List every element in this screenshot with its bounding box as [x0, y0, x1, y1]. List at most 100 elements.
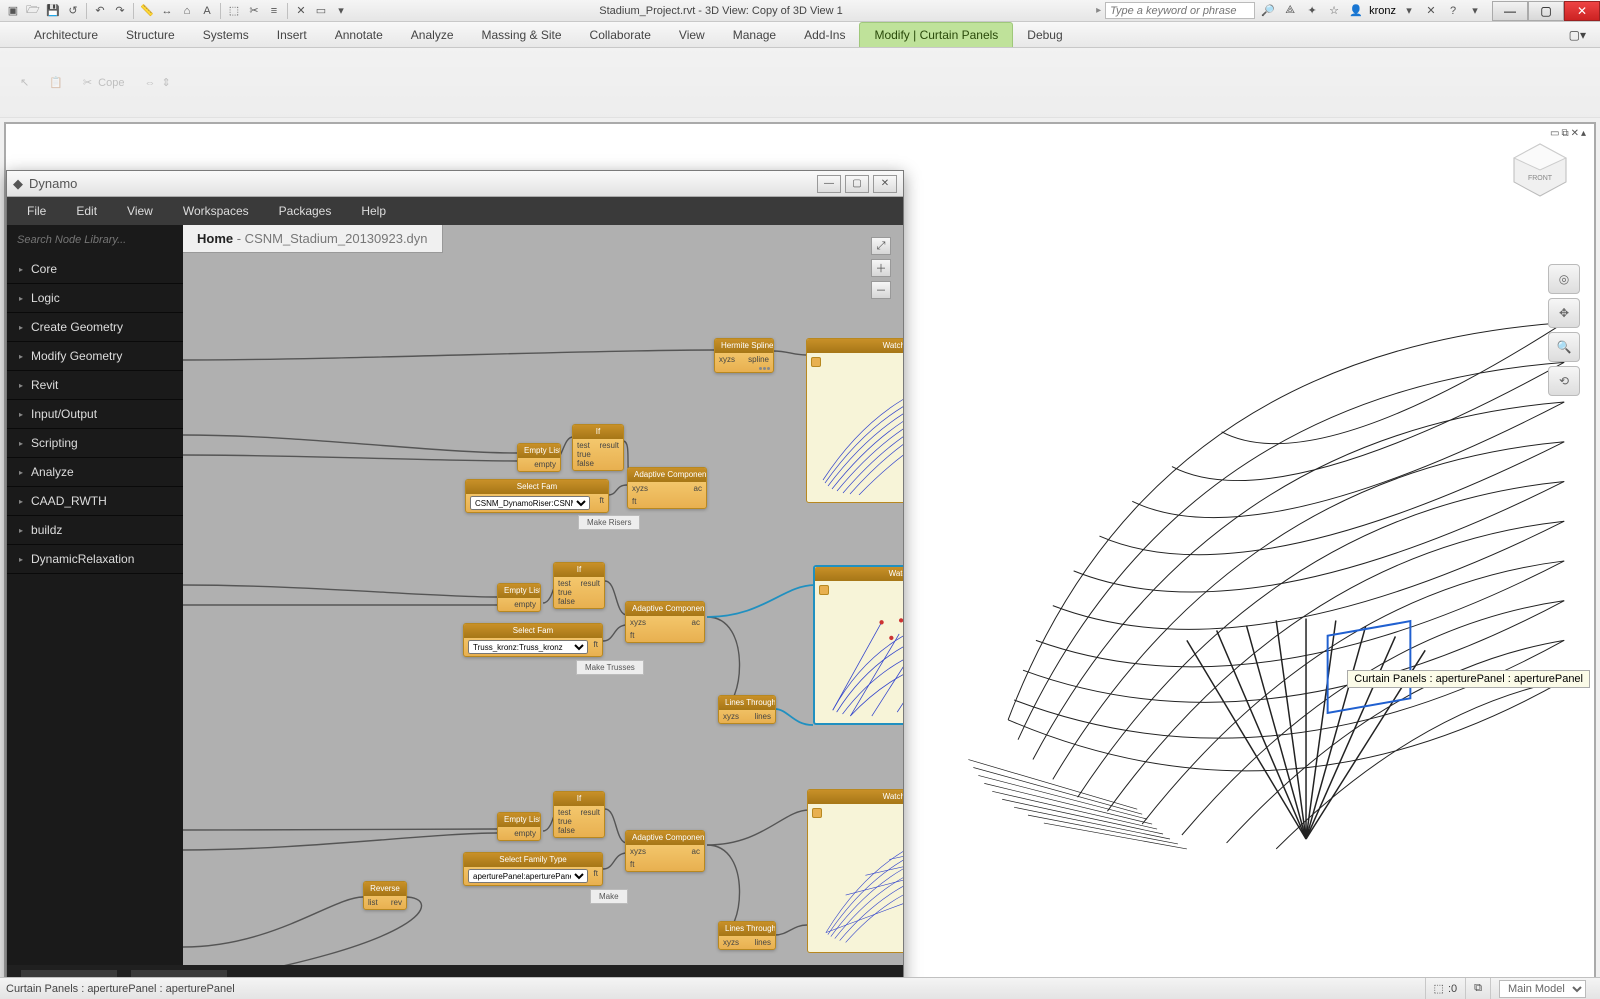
node-adaptive-component-3[interactable]: Adaptive Component by XYZs xyzsac ft — [625, 830, 705, 872]
watch3d-node-1[interactable]: Watch 3D 52 FPS — [806, 338, 903, 503]
library-category[interactable]: buildz — [7, 516, 183, 545]
library-category[interactable]: Revit — [7, 371, 183, 400]
ribbon-tab[interactable]: Add-Ins — [790, 23, 859, 47]
subscription-icon[interactable]: ⟁ — [1281, 2, 1299, 20]
label-make-trusses[interactable]: Make Trusses — [576, 660, 644, 675]
node-reverse[interactable]: Reverse listrev — [363, 881, 407, 910]
redo-icon[interactable]: ↷ — [111, 2, 129, 20]
paste-icon[interactable]: 📋 — [49, 76, 63, 89]
zoom-out-icon[interactable]: － — [871, 281, 891, 299]
help-icon[interactable]: ? — [1444, 2, 1462, 20]
orbit-icon[interactable]: ⟲ — [1548, 366, 1580, 396]
library-search-input[interactable] — [17, 234, 173, 246]
section-icon[interactable]: ✂ — [245, 2, 263, 20]
offset-icon[interactable]: ⇕ — [161, 76, 170, 89]
library-category[interactable]: CAAD_RWTH — [7, 487, 183, 516]
view-cascade-icon[interactable]: ⧉ — [1561, 128, 1568, 139]
dynamo-close-button[interactable]: ✕ — [873, 175, 897, 193]
library-category[interactable]: Core — [7, 255, 183, 284]
node-if-2[interactable]: If testtruefalseresult — [553, 562, 605, 609]
exchange-icon[interactable]: ✦ — [1303, 2, 1321, 20]
exchange-apps-icon[interactable]: ✕ — [1422, 2, 1440, 20]
family-select-3[interactable]: aperturePanel:aperturePanel — [468, 869, 588, 883]
library-category[interactable]: Create Geometry — [7, 313, 183, 342]
node-empty-list-2[interactable]: Empty List empty — [497, 583, 541, 612]
view-cube[interactable]: FRONT — [1510, 140, 1570, 200]
node-if-3[interactable]: If testtruefalseresult — [553, 791, 605, 838]
cope-label[interactable]: Cope — [98, 77, 124, 89]
node-empty-list-1[interactable]: Empty List empty — [517, 443, 561, 472]
zoom-icon[interactable]: 🔍 — [1548, 332, 1580, 362]
dynamo-titlebar[interactable]: ◆ Dynamo — ▢ ✕ — [7, 171, 903, 197]
library-category[interactable]: Input/Output — [7, 400, 183, 429]
ribbon-tab[interactable]: Insert — [263, 23, 321, 47]
dynamo-menu-item[interactable]: Edit — [76, 204, 97, 218]
watch3d-node-3[interactable]: Watch 3D 52 FPS — [807, 789, 903, 953]
node-lines-through-xyz-2[interactable]: Lines Through XYZ xyzslines — [718, 921, 776, 950]
node-hermite-spline[interactable]: Hermite Spline xyzsspline — [714, 338, 774, 373]
text-icon[interactable]: A — [198, 2, 216, 20]
search-icon[interactable]: 🔎 — [1259, 2, 1277, 20]
ribbon-tab[interactable]: Architecture — [20, 23, 112, 47]
switch-windows-icon[interactable]: ▭ — [312, 2, 330, 20]
family-select-2[interactable]: Truss_kronz:Truss_kronz — [468, 640, 588, 654]
help-dropdown-icon[interactable]: ▾ — [1466, 2, 1484, 20]
help-search-input[interactable] — [1105, 2, 1255, 19]
close-inactive-icon[interactable]: ✕ — [292, 2, 310, 20]
dynamo-menu-item[interactable]: Workspaces — [183, 204, 249, 218]
family-select-1[interactable]: CSNM_DynamoRiser:CSNM_DynamoRiser — [470, 496, 590, 510]
maximize-button[interactable]: ▢ — [1528, 1, 1564, 21]
ribbon-tab[interactable]: Annotate — [321, 23, 397, 47]
model-groups-icon[interactable]: ⧉ — [1474, 982, 1482, 995]
ribbon-tab[interactable]: Manage — [719, 23, 790, 47]
fit-view-icon[interactable]: ⤢ — [871, 237, 891, 255]
label-make-risers[interactable]: Make Risers — [578, 515, 640, 530]
watch3d-node-2[interactable]: Watch 3D 52 FPS — [813, 565, 903, 725]
dynamo-menu-item[interactable]: View — [127, 204, 153, 218]
measure-icon[interactable]: 📏 — [138, 2, 156, 20]
zoom-in-icon[interactable]: ＋ — [871, 259, 891, 277]
steering-wheel-icon[interactable]: ◎ — [1548, 264, 1580, 294]
cut-icon[interactable]: ✂ — [83, 76, 92, 89]
library-category[interactable]: Logic — [7, 284, 183, 313]
favorite-icon[interactable]: ☆ — [1325, 2, 1343, 20]
node-if-1[interactable]: If testtruefalseresult — [572, 424, 624, 471]
signin-icon[interactable]: 👤 — [1347, 2, 1365, 20]
dynamo-minimize-button[interactable]: — — [817, 175, 841, 193]
node-select-family-type-3[interactable]: Select Family Type aperturePanel:apertur… — [463, 852, 603, 886]
workspace-tab[interactable]: Home - CSNM_Stadium_20130923.dyn — [183, 225, 443, 253]
node-lines-through-xyz-1[interactable]: Lines Through XYZ xyzslines — [718, 695, 776, 724]
press-drag-icon[interactable]: ⬚ — [1434, 982, 1444, 995]
label-make[interactable]: Make — [590, 889, 628, 904]
ribbon-tab[interactable]: Systems — [189, 23, 263, 47]
dynamo-menu-item[interactable]: Packages — [279, 204, 332, 218]
library-category[interactable]: DynamicRelaxation — [7, 545, 183, 574]
app-menu[interactable]: ▣ — [4, 2, 22, 20]
close-button[interactable]: ✕ — [1564, 1, 1600, 21]
ribbon-tab[interactable]: Massing & Site — [468, 23, 576, 47]
ribbon-tab[interactable]: Collaborate — [576, 23, 665, 47]
ribbon-tab[interactable]: Modify | Curtain Panels — [859, 22, 1013, 47]
dynamo-menu-item[interactable]: File — [27, 204, 46, 218]
thin-lines-icon[interactable]: ≡ — [265, 2, 283, 20]
ribbon-tab[interactable]: Structure — [112, 23, 189, 47]
library-category[interactable]: Modify Geometry — [7, 342, 183, 371]
ribbon-tab[interactable]: Analyze — [397, 23, 468, 47]
ribbon-tab[interactable]: View — [665, 23, 719, 47]
node-select-family-2[interactable]: Select Fam Truss_kronz:Truss_kronzft — [463, 623, 603, 657]
node-select-family-1[interactable]: Select Fam CSNM_DynamoRiser:CSNM_DynamoR… — [465, 479, 609, 513]
minimize-button[interactable]: — — [1492, 1, 1528, 21]
library-category[interactable]: Analyze — [7, 458, 183, 487]
ribbon-tab[interactable]: Debug — [1013, 23, 1076, 47]
ribbon-collapse-icon[interactable]: ▢▾ — [1555, 23, 1600, 47]
dynamo-menu-item[interactable]: Help — [361, 204, 386, 218]
save-icon[interactable]: 💾 — [44, 2, 62, 20]
sync-icon[interactable]: ↺ — [64, 2, 82, 20]
dynamo-canvas[interactable]: Home - CSNM_Stadium_20130923.dyn ⤢ ＋ － — [183, 225, 903, 965]
default3d-icon[interactable]: ⬚ — [225, 2, 243, 20]
align-icon[interactable]: ⇔ — [144, 77, 155, 89]
workset-select[interactable]: Main Model — [1499, 980, 1586, 998]
user-dropdown-icon[interactable]: ▾ — [1400, 2, 1418, 20]
node-adaptive-component-1[interactable]: Adaptive Component by Points xyzsac ft — [627, 467, 707, 509]
dynamo-maximize-button[interactable]: ▢ — [845, 175, 869, 193]
